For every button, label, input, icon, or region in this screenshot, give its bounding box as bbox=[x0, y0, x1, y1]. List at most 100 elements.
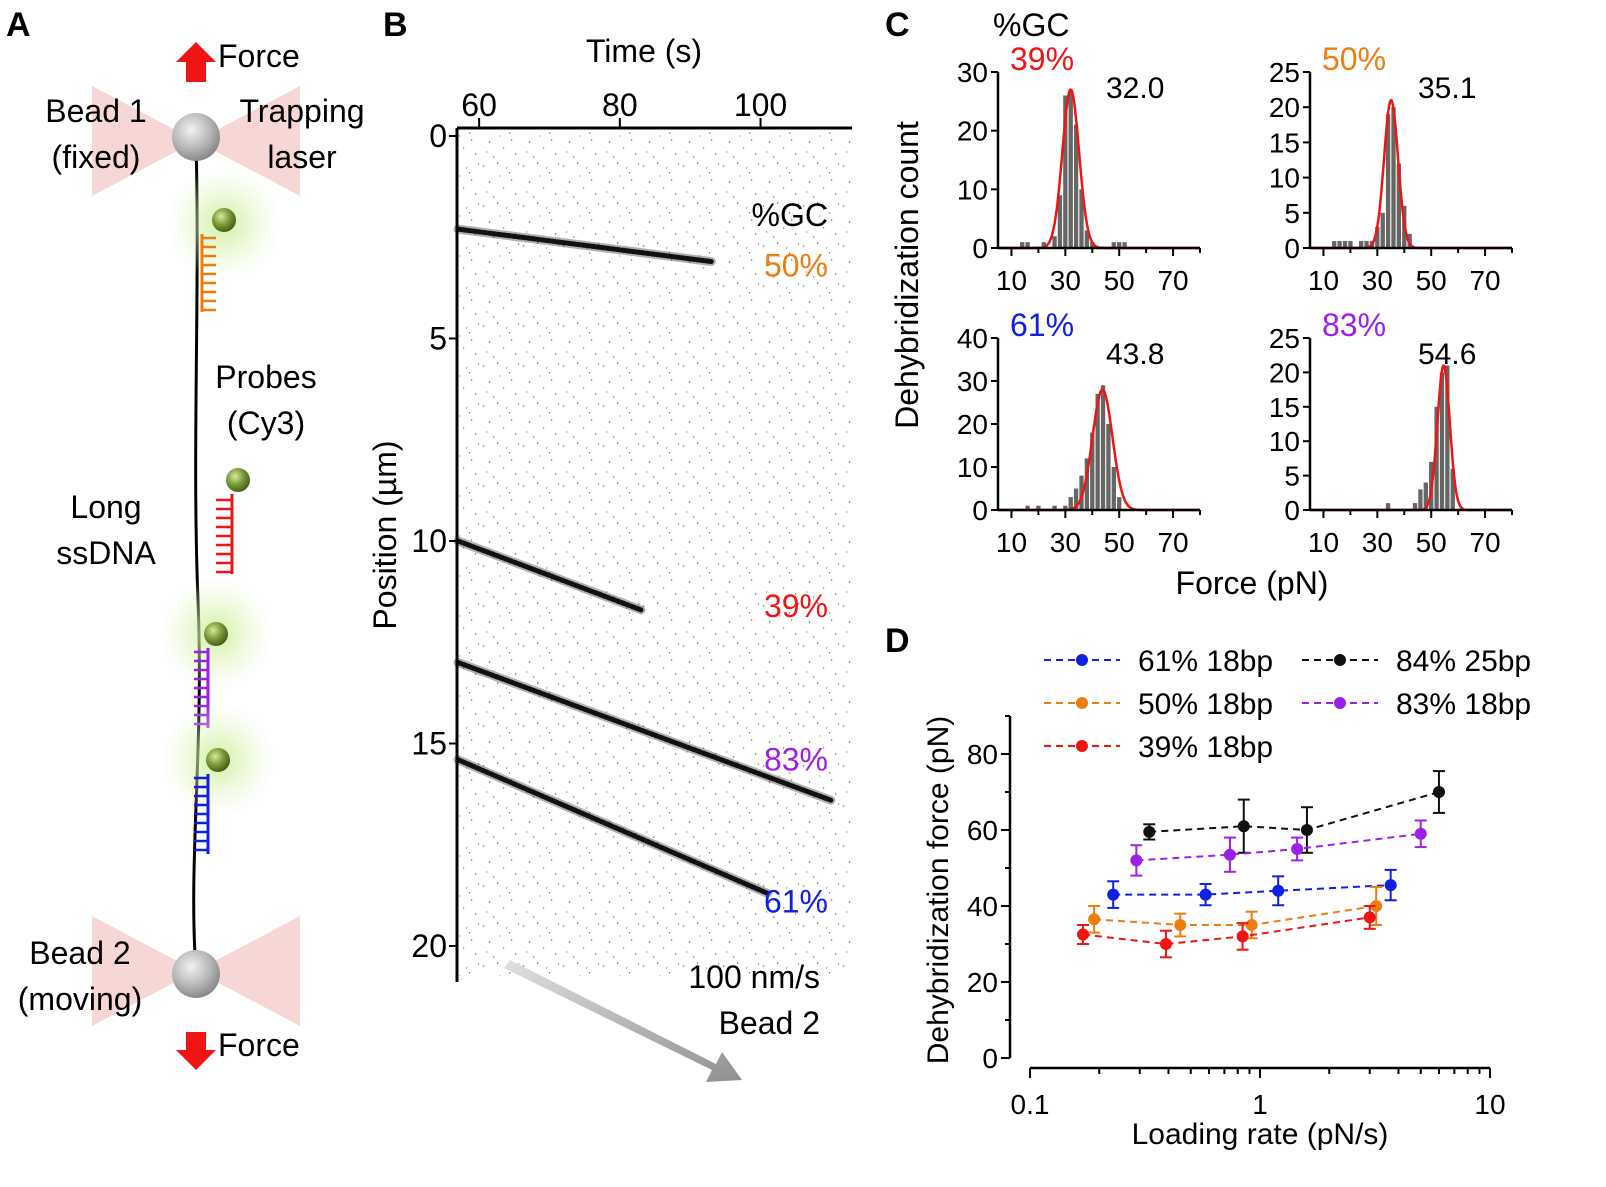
data-point bbox=[1143, 825, 1156, 838]
legend-entry: 84% 25bp bbox=[1302, 645, 1531, 678]
hist-ytick-label: 20 bbox=[1269, 92, 1300, 123]
laser-beam-top bbox=[92, 86, 196, 196]
kymo-ytick-label: 20 bbox=[411, 928, 447, 964]
hist-bar bbox=[1396, 163, 1402, 248]
hist-ytick-label: 10 bbox=[1269, 163, 1300, 194]
data-point bbox=[1174, 919, 1187, 931]
hist-ytick-label: 30 bbox=[957, 57, 988, 88]
hist-bar bbox=[1052, 236, 1057, 248]
series-83-18bp bbox=[1130, 819, 1427, 877]
hist-bar bbox=[1385, 503, 1391, 510]
series-line bbox=[1094, 905, 1377, 926]
hist-ylabel: Dehybridization count bbox=[889, 121, 925, 429]
kymo-bead-label: Bead 2 bbox=[719, 1005, 820, 1041]
force-arrow-down bbox=[176, 1032, 216, 1070]
hist-bar bbox=[1111, 467, 1116, 510]
kymograph-image bbox=[458, 128, 852, 976]
series-line bbox=[1113, 884, 1391, 896]
data-point bbox=[1300, 824, 1313, 836]
force-label-bottom: Force bbox=[218, 1027, 300, 1063]
kymo-trace bbox=[455, 538, 644, 613]
scatter-xtick-label: 10 bbox=[1474, 1089, 1505, 1120]
bead1-sublabel: (fixed) bbox=[52, 139, 141, 175]
kymo-trace bbox=[455, 226, 714, 265]
series-61-18bp bbox=[1107, 868, 1397, 909]
hist-bar bbox=[1380, 212, 1385, 248]
hist-xtick-label: 70 bbox=[1157, 265, 1188, 296]
hist-gc-label: 61% bbox=[1010, 307, 1074, 343]
hist-xlabel: Force (pN) bbox=[1176, 565, 1329, 601]
panel-label-b: B bbox=[383, 6, 408, 44]
hist-ytick-label: 20 bbox=[1269, 357, 1300, 388]
kymograph-panel: 50% 39% 83% 61% 60 80 100 0 5 10 15 20 Time (s) Po… bbox=[367, 33, 852, 1082]
kymo-xlabel: Time (s) bbox=[586, 33, 702, 69]
panel-label-c: C bbox=[885, 6, 910, 44]
hist-ytick-label: 20 bbox=[957, 409, 988, 440]
scatter-xlabel: Loading rate (pN/s) bbox=[1132, 1118, 1389, 1151]
hist-bar bbox=[1084, 230, 1090, 248]
data-point bbox=[1107, 888, 1120, 901]
schematic-panel: Force Force Bead 1 (fixed) Trapping lase… bbox=[18, 38, 365, 1070]
data-point bbox=[1363, 911, 1376, 924]
kymo-ytick-label: 5 bbox=[429, 321, 447, 357]
hist-bar bbox=[1079, 475, 1084, 510]
hist-xtick-label: 30 bbox=[1362, 527, 1393, 558]
series-39-18bp bbox=[1077, 905, 1376, 959]
data-point bbox=[1291, 843, 1304, 855]
hist-xtick-label: 70 bbox=[1157, 527, 1188, 558]
data-point bbox=[1236, 930, 1249, 943]
bead2-label: Bead 2 bbox=[29, 935, 130, 971]
hist-ytick-label: 10 bbox=[1269, 426, 1300, 457]
force-arrow-up bbox=[176, 42, 216, 82]
hist-xtick-label: 10 bbox=[1308, 527, 1339, 558]
hist-bar bbox=[1073, 488, 1079, 510]
data-point bbox=[1237, 820, 1250, 833]
probes-label: Probes bbox=[215, 359, 316, 395]
data-point bbox=[1199, 888, 1212, 901]
hist-bar bbox=[1090, 432, 1095, 510]
hist-bar bbox=[1391, 107, 1396, 248]
hist-ytick-label: 0 bbox=[972, 495, 988, 526]
hist-ytick-label: 0 bbox=[1284, 495, 1300, 526]
hist-bar bbox=[1100, 385, 1106, 510]
hist-bar bbox=[1025, 242, 1030, 248]
hist-xtick-label: 50 bbox=[1104, 265, 1135, 296]
gaussian-fit bbox=[1310, 364, 1512, 512]
hist-ytick-label: 40 bbox=[957, 323, 988, 354]
hist-ytick-label: 15 bbox=[1269, 392, 1300, 423]
hist-bar bbox=[1079, 189, 1084, 248]
probe-blue bbox=[160, 702, 276, 854]
scatter-ytick-label: 0 bbox=[982, 1043, 998, 1074]
data-point bbox=[1088, 913, 1101, 926]
kymo-ytick-label: 0 bbox=[429, 118, 447, 154]
hist-xtick-label: 10 bbox=[996, 265, 1027, 296]
kymo-speed-label: 100 nm/s bbox=[688, 959, 820, 995]
hist-bar bbox=[1450, 468, 1455, 510]
kymo-trace bbox=[455, 757, 771, 896]
hist-xtick-label: 50 bbox=[1416, 265, 1447, 296]
hist-gc-header: %GC bbox=[993, 7, 1069, 43]
hist-bar bbox=[1332, 240, 1337, 248]
legend-label: 83% 18bp bbox=[1396, 688, 1531, 721]
data-point bbox=[1159, 938, 1172, 950]
hist-ytick-label: 0 bbox=[972, 233, 988, 264]
legend-label: 39% 18bp bbox=[1138, 731, 1273, 764]
laser-beam-bottom bbox=[92, 916, 196, 1026]
gaussian-fit bbox=[998, 88, 1200, 250]
hist-ytick-label: 25 bbox=[1269, 57, 1300, 88]
hist-bar bbox=[1418, 489, 1423, 510]
scatter-ytick-label: 20 bbox=[967, 967, 998, 998]
hist-bar bbox=[1025, 505, 1030, 510]
series-84-25bp bbox=[1143, 770, 1445, 854]
hist-ytick-label: 30 bbox=[957, 366, 988, 397]
data-point bbox=[1432, 786, 1445, 798]
hist-gc-label: 83% bbox=[1322, 307, 1386, 343]
scatter-ytick-label: 40 bbox=[967, 891, 998, 922]
kymo-xtick-label: 60 bbox=[461, 87, 497, 123]
bead2-motion-arrow bbox=[504, 960, 742, 1082]
scatter-ytick-label: 60 bbox=[967, 815, 998, 846]
hist-bar bbox=[1063, 505, 1068, 510]
ssdna-label: Long bbox=[70, 489, 141, 525]
